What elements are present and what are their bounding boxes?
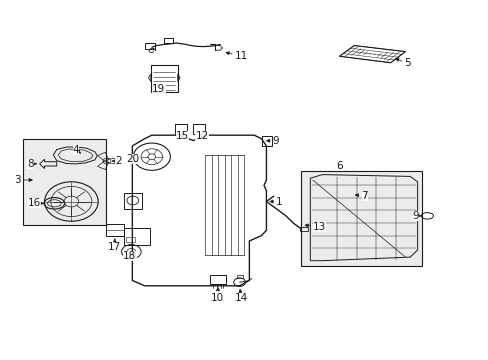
Bar	[300, 171, 422, 266]
Text: 4: 4	[73, 144, 81, 154]
Text: 13: 13	[305, 222, 325, 231]
Bar	[175, 124, 187, 134]
Bar	[261, 136, 272, 146]
Bar	[193, 124, 205, 134]
Bar	[210, 275, 225, 284]
Text: 17: 17	[108, 239, 121, 252]
Text: 11: 11	[225, 51, 247, 61]
Text: 10: 10	[211, 288, 224, 303]
Bar	[123, 193, 142, 209]
Bar	[236, 275, 242, 278]
Text: 5: 5	[395, 58, 410, 68]
Text: 2: 2	[112, 156, 122, 166]
Text: 16: 16	[27, 198, 43, 208]
Bar	[126, 237, 135, 242]
Bar	[144, 42, 155, 49]
Text: 18: 18	[123, 251, 136, 261]
Bar	[22, 139, 105, 225]
Text: 12: 12	[195, 131, 208, 141]
Bar	[105, 224, 124, 235]
Text: 6: 6	[336, 161, 342, 171]
Bar	[123, 228, 150, 244]
Text: 14: 14	[234, 289, 247, 303]
Text: 8: 8	[27, 159, 37, 169]
Bar	[151, 65, 177, 92]
Text: 15: 15	[176, 131, 189, 141]
Text: 1: 1	[269, 197, 282, 207]
Text: 3: 3	[15, 175, 32, 185]
Text: 9: 9	[266, 136, 279, 145]
Text: 19: 19	[152, 84, 165, 94]
Bar	[163, 38, 172, 43]
Text: 20: 20	[126, 154, 140, 164]
Text: 7: 7	[355, 191, 367, 201]
Text: 9: 9	[412, 211, 420, 221]
Bar	[299, 226, 308, 231]
